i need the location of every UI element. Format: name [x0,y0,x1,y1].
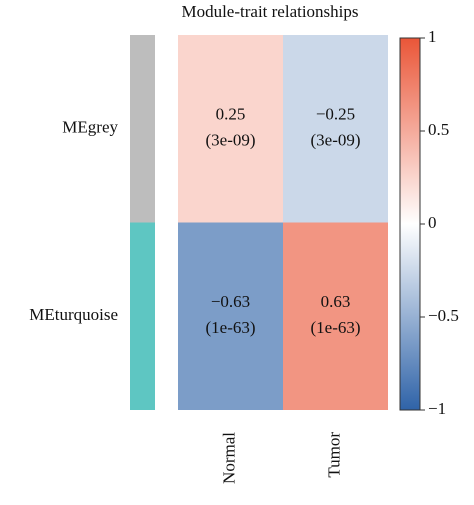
cell-p-label: (3e-09) [310,131,360,150]
row-label: MEgrey [62,118,118,137]
heatmap-cell [178,222,283,410]
cell-value-label: −0.63 [211,292,250,311]
cell-value-label: 0.63 [321,292,351,311]
colorbar-tick-label: 0.5 [428,120,449,139]
cell-p-label: (1e-63) [205,318,255,337]
colorbar [399,37,421,411]
row-color-bar [130,35,155,223]
heatmap-cell [178,35,283,223]
cell-p-label: (1e-63) [310,318,360,337]
colorbar-tick-label: 0 [428,213,437,232]
cell-value-label: −0.25 [316,105,355,124]
row-color-bar [130,222,155,410]
column-label: Normal [219,432,238,484]
colorbar-tick-label: 1 [428,27,437,46]
colorbar-tick-label: −0.5 [428,306,459,325]
row-label: MEturquoise [29,305,118,324]
cell-p-label: (3e-09) [205,131,255,150]
heatmap-cell [283,35,388,223]
chart-title: Module-trait relationships [181,2,358,21]
colorbar-tick-label: −1 [428,399,446,418]
cell-value-label: 0.25 [216,105,246,124]
heatmap-cell [283,222,388,410]
column-label: Tumor [324,432,343,478]
